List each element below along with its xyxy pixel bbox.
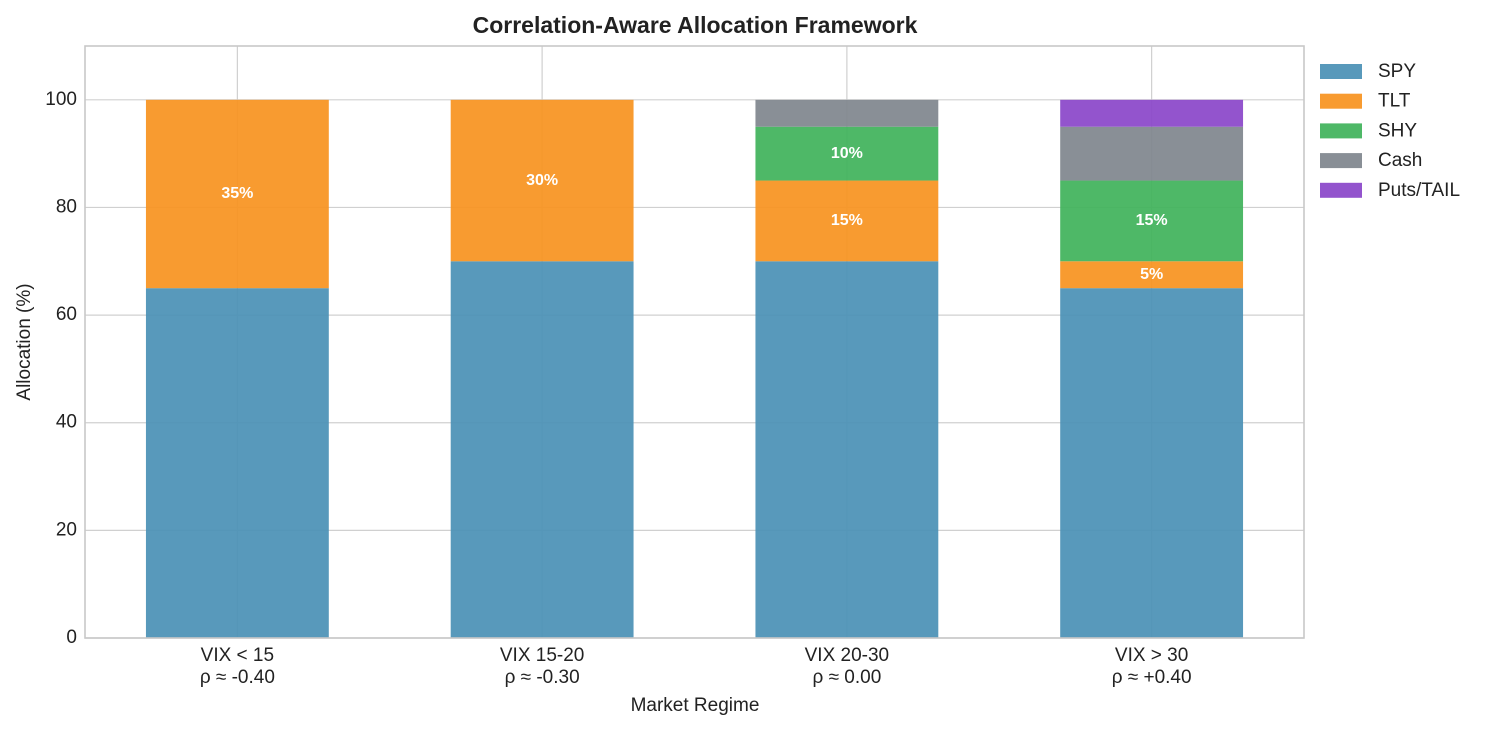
data-label: 5% <box>1140 266 1163 283</box>
plot-area: 35% 30% 15% 10% 5% 15% 0 20 40 60 80 100 VIX < 15 ρ ≈… <box>45 45 1305 688</box>
x-tick-label: VIX > 30 ρ ≈ +0.40 <box>1112 645 1192 688</box>
legend-swatch <box>1320 93 1362 109</box>
bar-spy <box>145 288 329 638</box>
legend-label: SHY <box>1378 120 1417 141</box>
legend: SPY TLT SHY Cash Puts/TAIL <box>1320 61 1460 201</box>
data-label: 15% <box>1136 212 1168 229</box>
y-axis-label: Allocation (%) <box>14 283 35 400</box>
bar-cash <box>755 99 939 127</box>
plot-frame <box>84 45 1305 639</box>
data-label: 30% <box>526 172 558 189</box>
legend-label: Puts/TAIL <box>1378 180 1460 201</box>
data-label: 10% <box>831 145 863 162</box>
x-tick-label: VIX 20-30 ρ ≈ 0.00 <box>805 645 890 688</box>
x-tick-label: VIX 15-20 ρ ≈ -0.30 <box>500 645 585 688</box>
legend-swatch <box>1320 123 1362 139</box>
legend-label: SPY <box>1378 61 1416 82</box>
bar-tlt <box>450 99 634 262</box>
y-tick-label: 0 <box>66 627 77 648</box>
bar-cash <box>1060 126 1244 181</box>
legend-label: Cash <box>1378 150 1422 171</box>
legend-swatch <box>1320 182 1362 198</box>
legend-swatch <box>1320 153 1362 169</box>
bar-spy <box>1060 288 1244 638</box>
y-tick-label: 80 <box>56 196 77 217</box>
bar-shy <box>1060 180 1244 262</box>
data-label: 15% <box>831 212 863 229</box>
x-axis-label: Market Regime <box>631 695 760 716</box>
bar-spy <box>450 261 634 638</box>
y-tick-label: 100 <box>45 89 77 110</box>
legend-swatch <box>1320 64 1362 79</box>
legend-label: TLT <box>1378 91 1411 112</box>
data-label: 35% <box>221 185 253 202</box>
bar-spy <box>755 261 939 638</box>
bar-shy <box>755 126 939 181</box>
bar-puts-tail <box>1060 99 1244 127</box>
bar-tlt <box>145 99 329 289</box>
chart-title: Correlation-Aware Allocation Framework <box>473 12 918 38</box>
bar-tlt <box>755 180 939 262</box>
y-tick-label: 20 <box>56 519 77 540</box>
y-tick-label: 40 <box>56 412 77 433</box>
x-tick-label: VIX < 15 ρ ≈ -0.40 <box>200 645 275 688</box>
bar-tlt <box>1060 261 1244 289</box>
y-tick-label: 60 <box>56 304 77 325</box>
